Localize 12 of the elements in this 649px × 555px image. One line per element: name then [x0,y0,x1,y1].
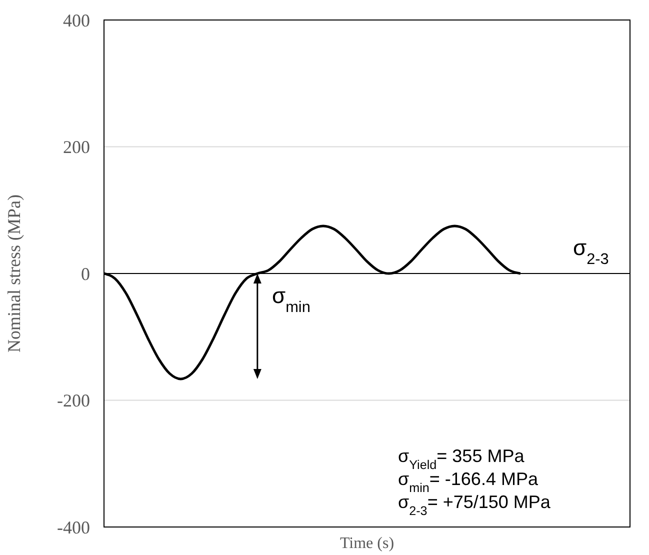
annotation: σ$_{2-3}$ [573,235,609,268]
annotation: σ$_{min}$= -166.4 MPa [398,469,539,495]
x-axis-title: Time (s) [340,535,394,552]
y-tick-label: 0 [81,264,90,284]
annotation: σ$_{Yield}$= 355 MPa [398,446,526,472]
y-tick-label: -200 [57,390,90,411]
y-tick-label: 400 [63,10,90,30]
annotation: σ$_{min}$ [272,283,310,316]
y-tick-label: 200 [63,137,90,158]
annotation: σ$_{2-3}$= +75/150 MPa [398,492,552,518]
y-tick-label: -400 [57,517,90,538]
y-axis-title: Nominal stress (MPa) [4,194,24,352]
